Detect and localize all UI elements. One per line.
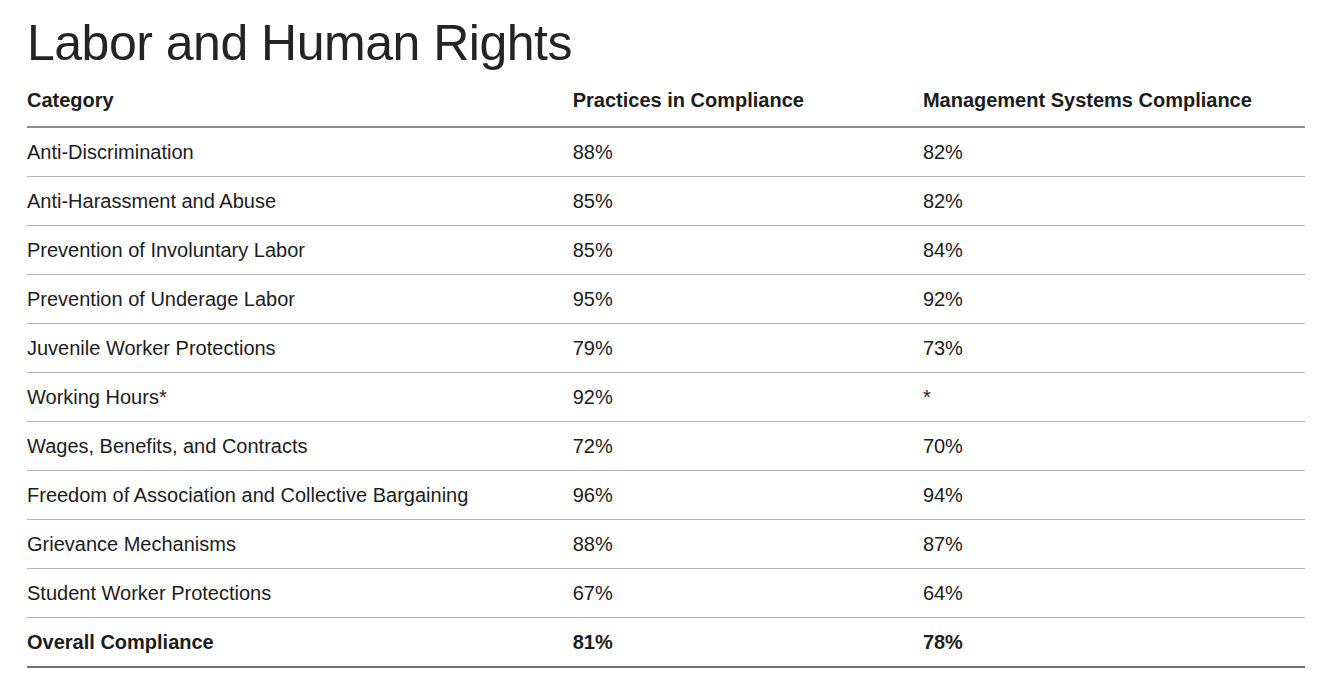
compliance-table: Category Practices in Compliance Managem… [27,77,1305,668]
practices-cell: 85% [573,226,923,275]
column-header-practices: Practices in Compliance [573,77,923,127]
management-cell: 78% [923,618,1305,668]
practices-cell: 88% [573,520,923,569]
management-cell: 73% [923,324,1305,373]
category-cell: Juvenile Worker Protections [27,324,573,373]
table-row: Anti-Discrimination 88% 82% [27,127,1305,177]
management-cell: 82% [923,127,1305,177]
page-title: Labor and Human Rights [27,12,1305,75]
report-page: Labor and Human Rights Category Practice… [0,12,1332,668]
table-header-row: Category Practices in Compliance Managem… [27,77,1305,127]
category-cell: Anti-Harassment and Abuse [27,177,573,226]
category-cell: Working Hours* [27,373,573,422]
table-row: Working Hours* 92% * [27,373,1305,422]
practices-cell: 92% [573,373,923,422]
practices-cell: 72% [573,422,923,471]
management-cell: * [923,373,1305,422]
category-cell: Wages, Benefits, and Contracts [27,422,573,471]
practices-cell: 95% [573,275,923,324]
category-cell: Student Worker Protections [27,569,573,618]
management-cell: 94% [923,471,1305,520]
table-body: Anti-Discrimination 88% 82% Anti-Harassm… [27,127,1305,667]
management-cell: 82% [923,177,1305,226]
management-cell: 87% [923,520,1305,569]
table-row: Anti-Harassment and Abuse 85% 82% [27,177,1305,226]
management-cell: 84% [923,226,1305,275]
category-cell: Anti-Discrimination [27,127,573,177]
management-cell: 70% [923,422,1305,471]
column-header-management: Management Systems Compliance [923,77,1305,127]
management-cell: 64% [923,569,1305,618]
column-header-category: Category [27,77,573,127]
table-row: Wages, Benefits, and Contracts 72% 70% [27,422,1305,471]
category-cell: Freedom of Association and Collective Ba… [27,471,573,520]
table-row: Student Worker Protections 67% 64% [27,569,1305,618]
category-cell: Grievance Mechanisms [27,520,573,569]
table-row: Overall Compliance 81% 78% [27,618,1305,668]
practices-cell: 81% [573,618,923,668]
table-row: Freedom of Association and Collective Ba… [27,471,1305,520]
table-row: Juvenile Worker Protections 79% 73% [27,324,1305,373]
practices-cell: 67% [573,569,923,618]
management-cell: 92% [923,275,1305,324]
practices-cell: 85% [573,177,923,226]
category-cell: Overall Compliance [27,618,573,668]
practices-cell: 88% [573,127,923,177]
practices-cell: 96% [573,471,923,520]
table-row: Grievance Mechanisms 88% 87% [27,520,1305,569]
practices-cell: 79% [573,324,923,373]
table-row: Prevention of Involuntary Labor 85% 84% [27,226,1305,275]
category-cell: Prevention of Underage Labor [27,275,573,324]
table-row: Prevention of Underage Labor 95% 92% [27,275,1305,324]
category-cell: Prevention of Involuntary Labor [27,226,573,275]
